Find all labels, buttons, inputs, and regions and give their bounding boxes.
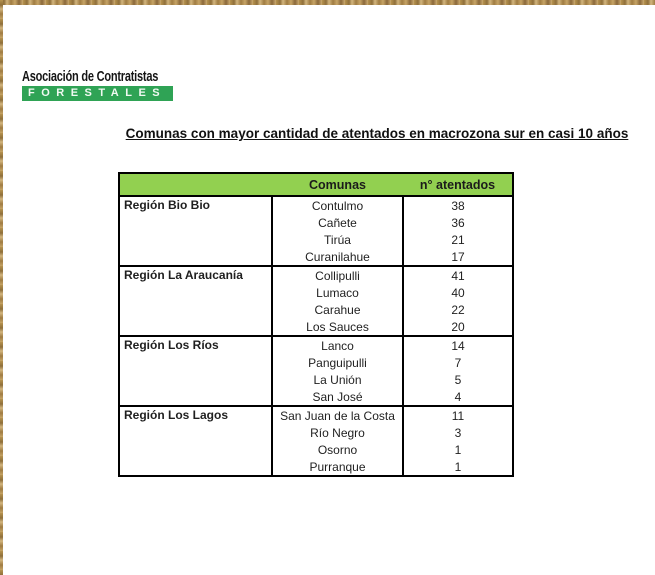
comuna-cell: Osorno — [272, 441, 404, 458]
table-row: Región La Araucanía Collipulli 41 — [119, 265, 513, 336]
logo-forestales-banner: FORESTALES — [22, 86, 173, 101]
header-atentados-cell: n° atentados — [403, 173, 513, 197]
attack-count-cell: 20 — [451, 319, 465, 334]
table-row: Lumaco 40 — [119, 284, 513, 301]
attack-count-cell: 4 — [454, 389, 462, 404]
logo: Asociación de Contratistas FORESTALES — [22, 69, 174, 101]
comuna-cell: La Unión — [272, 371, 404, 388]
table-row: Los Sauces 20 — [119, 318, 513, 336]
table-row: San José 4 — [119, 388, 513, 406]
region-name-cell: Región Los Lagos — [119, 405, 273, 476]
table-row: Osorno 1 — [119, 441, 513, 458]
table-row: Carahue 22 — [119, 301, 513, 318]
comuna-cell: Lanco — [272, 335, 404, 354]
table-row: Purranque 1 — [119, 458, 513, 476]
attack-count-cell: 22 — [451, 302, 465, 317]
comuna-cell: San José — [272, 388, 404, 406]
attack-count-cell: 5 — [454, 372, 462, 387]
comuna-cell: San Juan de la Costa — [272, 405, 404, 424]
comuna-cell: Tirúa — [272, 231, 404, 248]
page-border-left — [0, 0, 3, 575]
comuna-cell: Panguipulli — [272, 354, 404, 371]
attack-count-cell: 40 — [451, 285, 465, 300]
attack-count-cell: 38 — [403, 195, 513, 214]
table-row: Cañete 36 — [119, 214, 513, 231]
table-row: Región Los Lagos San Juan de la Costa 11 — [119, 405, 513, 476]
page-border-top — [0, 0, 655, 5]
table-row: Panguipulli 7 — [119, 354, 513, 371]
region-name-cell: Región La Araucanía — [119, 265, 273, 336]
attack-count-cell: 14 — [403, 335, 513, 354]
attack-count-cell: 3 — [454, 425, 462, 440]
attack-count-cell: 1 — [454, 459, 462, 474]
table-row: Región Los Ríos Lanco 14 — [119, 335, 513, 406]
comuna-cell: Collipulli — [272, 265, 404, 284]
attacks-by-commune-table: Comunas n° atentados Región Bio Bio Contu… — [118, 172, 514, 477]
comuna-cell: Lumaco — [272, 284, 404, 301]
region-name-cell: Región Bio Bio — [119, 195, 273, 266]
table-row: Curanilahue 17 — [119, 248, 513, 266]
header-comunas-cell: Comunas — [272, 173, 403, 197]
page-title: Comunas con mayor cantidad de atentados … — [125, 126, 629, 141]
attack-count-cell: 7 — [454, 355, 462, 370]
comuna-cell: Purranque — [272, 458, 404, 476]
region-name-cell: Región Los Ríos — [119, 335, 273, 406]
header-region-cell — [119, 173, 272, 197]
comuna-cell: Río Negro — [272, 424, 404, 441]
table-row: Río Negro 3 — [119, 424, 513, 441]
table-header-row: Comunas n° atentados — [119, 173, 513, 197]
comuna-cell: Carahue — [272, 301, 404, 318]
attack-count-cell: 36 — [451, 215, 465, 230]
comuna-cell: Contulmo — [272, 195, 404, 214]
table-row: La Unión 5 — [119, 371, 513, 388]
logo-association-name: Asociación de Contratistas — [22, 69, 159, 85]
comuna-cell: Curanilahue — [272, 248, 404, 266]
attack-count-cell: 17 — [451, 249, 465, 264]
attack-count-cell: 1 — [454, 442, 462, 457]
attack-count-cell: 21 — [451, 232, 465, 247]
comuna-cell: Los Sauces — [272, 318, 404, 336]
attack-count-cell: 41 — [403, 265, 513, 284]
attack-count-cell: 11 — [403, 405, 513, 424]
table-body: Región Bio Bio Contulmo 38 Cañete 36 Tirúa 21 C… — [119, 195, 513, 476]
table-row: Tirúa 21 — [119, 231, 513, 248]
comuna-cell: Cañete — [272, 214, 404, 231]
table-row: Región Bio Bio Contulmo 38 — [119, 195, 513, 266]
